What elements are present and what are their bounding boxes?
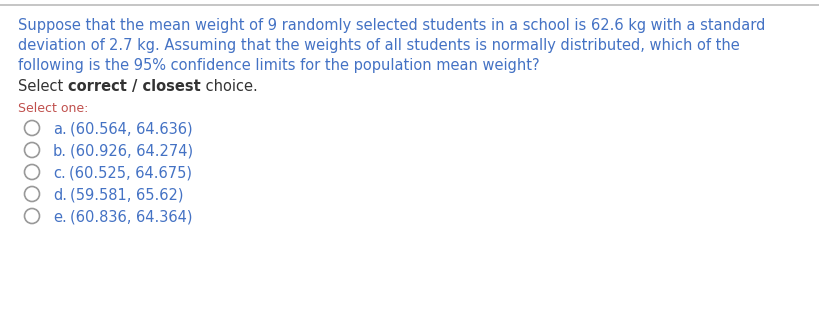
Text: (60.926, 64.274): (60.926, 64.274) [70,144,193,159]
Text: (60.564, 64.636): (60.564, 64.636) [70,122,192,137]
Text: e.: e. [53,210,66,225]
Text: 2.7 kg: 2.7 kg [109,38,155,53]
Text: with a standard: with a standard [645,18,764,33]
Text: d.: d. [53,188,67,203]
Text: a.: a. [53,122,66,137]
Text: (60.836, 64.364): (60.836, 64.364) [70,210,192,225]
Text: 62.6 kg: 62.6 kg [590,18,645,33]
Text: . Assuming that the weights of all students is normally distributed, which of th: . Assuming that the weights of all stude… [155,38,740,53]
Text: choice.: choice. [201,79,257,94]
Text: deviation of: deviation of [18,38,109,53]
Text: correct / closest: correct / closest [68,79,201,94]
Text: Select one:: Select one: [18,102,88,115]
Text: b.: b. [53,144,67,159]
Text: (60.525, 64.675): (60.525, 64.675) [69,166,192,181]
Text: c.: c. [53,166,66,181]
Text: following is the 95% confidence limits for the population mean weight?: following is the 95% confidence limits f… [18,58,539,73]
Text: Select: Select [18,79,68,94]
Text: (59.581, 65.62): (59.581, 65.62) [70,188,183,203]
Text: Suppose that the mean weight of 9 randomly selected students in a school is: Suppose that the mean weight of 9 random… [18,18,590,33]
